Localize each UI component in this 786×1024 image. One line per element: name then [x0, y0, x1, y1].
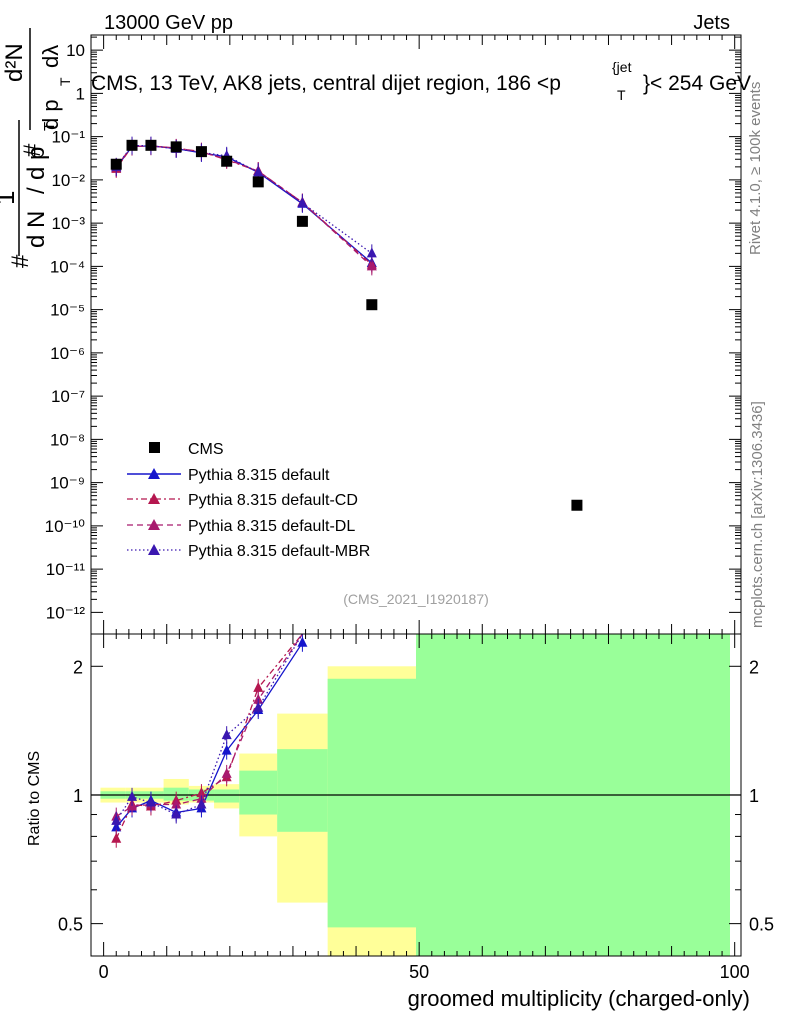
ylabel-d2n: d²N: [1, 43, 28, 82]
mcplots-label: mcplots.cern.ch [arXiv:1306.3436]: [749, 401, 766, 628]
cms-data-point: [571, 499, 583, 511]
band-inner: [239, 770, 278, 815]
ylabel-slash: /: [23, 187, 50, 194]
x-tick-label: 50: [409, 962, 429, 982]
x-tick-label: 0: [99, 962, 109, 982]
legend-default-marker: [148, 468, 160, 479]
upper-tick-label: 10⁻⁹: [50, 474, 85, 493]
upper-axis-ticks: 10 1 10⁻¹ 10⁻² 10⁻³ 10⁻⁴ 10⁻⁵ 10⁻⁶ 10⁻⁷ 10⁻⁸ 10⁻⁹ 1…: [45, 35, 741, 634]
cms-data-point: [366, 299, 378, 311]
rivet-label: Rivet 4.1.0, ≥ 100k events: [747, 82, 764, 255]
ratio-frame: [90, 633, 742, 957]
upper-tick-label: 10⁻³: [51, 214, 85, 233]
upper-tick-label: 10: [66, 41, 85, 60]
ratio-axis-ticks: 0 50 100 2 2 1 1 0.5 0.5: [58, 634, 774, 982]
title-subscript: T: [617, 87, 626, 103]
band-inner: [327, 678, 416, 928]
title-superscript: {jet: [612, 59, 632, 75]
ylabel-dn: d N: [23, 211, 50, 248]
upper-tick-label: 10⁻¹²: [46, 603, 86, 622]
ylabel-dp-sub: T: [41, 122, 58, 131]
analysis-id: (CMS_2021_I1920187): [343, 591, 489, 607]
upper-line-cd: [115, 145, 373, 266]
cms-data-point: [195, 146, 207, 158]
upper-y-label: # 1 d N / d p T # d²N d p T dλ: [0, 28, 73, 268]
x-axis-label: groomed multiplicity (charged-only): [408, 986, 750, 1011]
ratio-tick-label-right: 1: [749, 786, 759, 806]
ylabel-dpt-sub: T: [57, 77, 73, 86]
band-inner: [277, 749, 328, 832]
legend-cd-marker: [148, 493, 160, 504]
upper-marker-mbr: [297, 197, 308, 208]
ylabel-dp: d p: [23, 147, 50, 180]
ratio-marker-cd: [111, 832, 122, 843]
ylabel-dl: dλ: [38, 45, 63, 68]
legend-dl-label: Pythia 8.315 default-DL: [188, 518, 355, 535]
ratio-tick-label: 2: [73, 657, 83, 677]
cms-data-point: [110, 158, 122, 170]
upper-tick-label: 10⁻⁸: [50, 430, 85, 449]
upper-tick-label: 10⁻⁴: [50, 257, 85, 276]
ratio-marker-mbr: [196, 798, 207, 809]
upper-marker-dl: [366, 260, 377, 271]
cms-data-point: [296, 215, 308, 227]
ratio-marker-cd: [253, 681, 264, 692]
upper-curves: [110, 136, 583, 511]
ratio-tick-label: 1: [73, 786, 83, 806]
ratio-uncertainty-bands: [91, 634, 741, 956]
upper-tick-label: 10⁻¹¹: [46, 560, 86, 579]
band-inner: [214, 789, 240, 803]
ratio-tick-label: 0.5: [58, 915, 83, 935]
upper-tick-label: 1: [76, 84, 85, 103]
upper-marker-mbr: [253, 166, 264, 177]
upper-line-mbr: [115, 144, 373, 254]
x-tick-label: 100: [720, 962, 750, 982]
ylabel-hash2: #: [19, 143, 46, 157]
ratio-marker-mbr: [253, 701, 264, 712]
legend-cms-marker: [149, 442, 160, 453]
plot-title: CMS, 13 TeV, AK8 jets, central dijet reg…: [91, 72, 561, 95]
ratio-marker-mbr: [111, 814, 122, 825]
ratio-marker-mbr: [127, 790, 138, 801]
ratio-tick-label-right: 0.5: [749, 915, 774, 935]
cms-data-point: [145, 139, 157, 151]
legend-default-label: Pythia 8.315 default: [188, 467, 330, 484]
upper-tick-label: 10⁻¹: [51, 128, 85, 147]
cms-data-point: [252, 176, 264, 188]
ratio-tick-label-right: 2: [749, 657, 759, 677]
ratio-curves: [111, 633, 308, 848]
legend-mbr-label: Pythia 8.315 default-MBR: [188, 543, 370, 560]
ratio-marker-default: [297, 636, 308, 647]
ratio-marker-mbr: [145, 796, 156, 807]
title-main: CMS, 13 TeV, AK8 jets, central dijet reg…: [91, 72, 561, 95]
ylabel-one: 1: [0, 191, 20, 205]
ratio-marker-dl: [171, 798, 182, 809]
upper-tick-label: 10⁻⁵: [50, 301, 85, 320]
legend-cd-label: Pythia 8.315 default-CD: [188, 492, 358, 509]
header-left: 13000 GeV pp: [104, 12, 233, 34]
header-right: Jets: [693, 12, 730, 34]
legend: CMS Pythia 8.315 default Pythia 8.315 de…: [127, 441, 370, 560]
legend-cms-label: CMS: [188, 441, 224, 458]
ratio-y-label: Ratio to CMS: [26, 751, 43, 846]
cms-data-point: [221, 155, 233, 167]
upper-tick-label: 10⁻⁶: [50, 344, 85, 363]
title-end: }< 254 GeV: [643, 72, 751, 95]
ratio-marker-mbr: [221, 729, 232, 740]
upper-tick-label: 10⁻⁷: [51, 387, 85, 406]
cms-data-point: [126, 139, 138, 151]
legend-dl-marker: [148, 519, 160, 530]
ratio-marker-dl: [221, 767, 232, 778]
ylabel-dpt: d p: [38, 99, 63, 130]
ratio-marker-mbr: [171, 808, 182, 819]
upper-tick-label: 10⁻²: [51, 171, 85, 190]
cms-data-point: [170, 141, 182, 153]
upper-line-default: [115, 145, 373, 264]
upper-marker-mbr: [366, 247, 377, 258]
upper-tick-label: 10⁻¹⁰: [45, 517, 86, 536]
legend-mbr-marker: [148, 544, 160, 555]
ylabel-hash1: #: [7, 254, 34, 268]
ratio-marker-default: [221, 744, 232, 755]
